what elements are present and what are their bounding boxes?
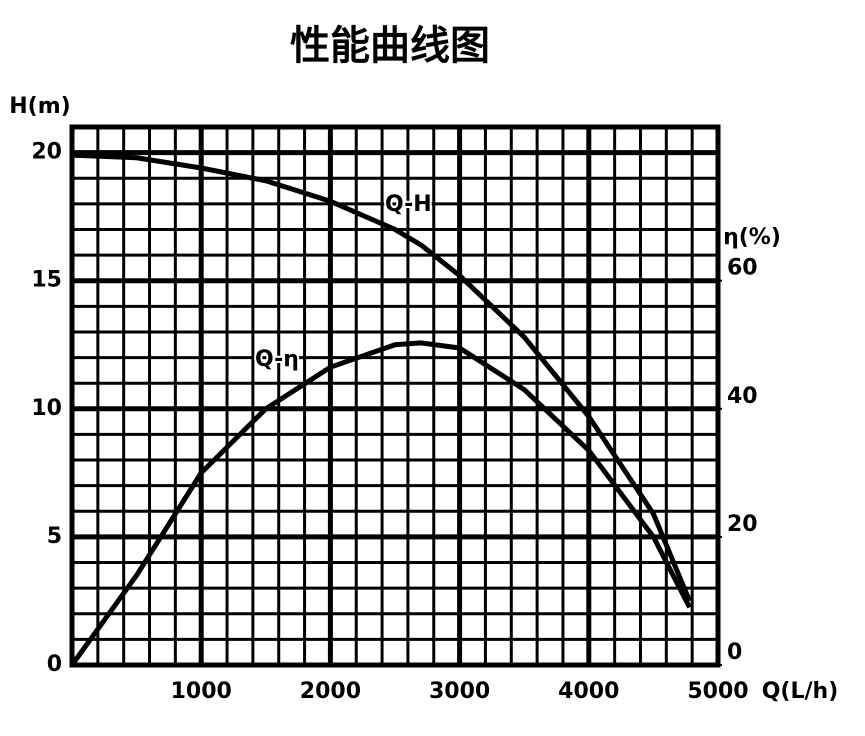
series-label: Q-η [255,347,299,372]
x-tick-label: 4000 [558,679,619,704]
y-axis-label: H(m) [9,94,70,119]
x-tick-label: 3000 [429,679,490,704]
data-line [69,340,692,667]
data-line [71,152,692,602]
x-axis-label: Q(L/h) [762,679,839,704]
y2-tick-label: 0 [727,640,742,665]
series-label: Q-H [385,192,432,217]
y-tick-label: 20 [31,140,62,165]
y2-axis-label: η(%) [723,225,781,250]
y2-tick-label: 60 [727,256,758,281]
y2-tick-label: 20 [727,512,758,537]
x-tick-label: 2000 [300,679,361,704]
x-tick-label: 5000 [687,679,748,704]
chart-title: 性能曲线图 [290,23,490,69]
y-tick-label: 0 [47,652,62,677]
y-tick-label: 10 [31,396,62,421]
x-tick-label: 1000 [171,679,232,704]
y-tick-label: 5 [47,524,62,549]
plot-border [69,124,721,668]
y2-tick-label: 40 [727,384,758,409]
y-tick-label: 15 [31,268,62,293]
